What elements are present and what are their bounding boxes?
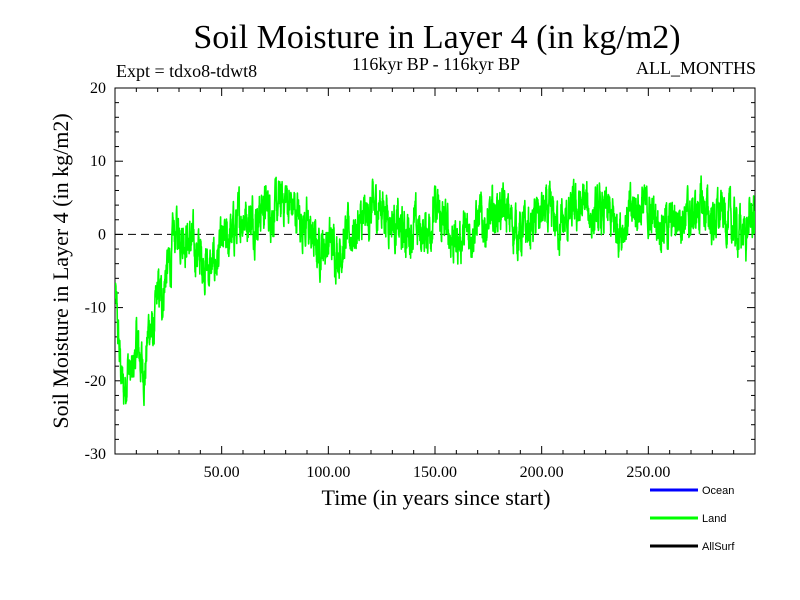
x-tick-label: 250.00	[626, 464, 670, 481]
x-tick-label: 200.00	[520, 464, 564, 481]
series-line-land	[115, 175, 755, 407]
y-tick-label: -20	[85, 373, 106, 390]
chart-subtitle-months: ALL_MONTHS	[636, 58, 756, 78]
y-tick-label: 10	[90, 153, 106, 170]
chart-title: Soil Moisture in Layer 4 (in kg/m2)	[193, 19, 680, 56]
x-axis-label: Time (in years since start)	[322, 485, 551, 510]
legend-item-land: Land	[650, 513, 726, 525]
legend-item-allsurf: AllSurf	[650, 541, 735, 553]
y-tick-label: -30	[85, 446, 106, 463]
chart-subtitle-period: 116kyr BP - 116kyr BP	[352, 54, 520, 74]
x-tick-label: 150.00	[413, 464, 457, 481]
legend-label-land: Land	[702, 513, 726, 525]
y-tick-label: 20	[90, 80, 106, 97]
legend: Ocean Land AllSurf	[650, 485, 735, 553]
y-tick-label: 0	[98, 226, 106, 243]
x-tick-label: 100.00	[306, 464, 350, 481]
chart-subtitle-experiment: Expt = tdxo8-tdwt8	[116, 61, 257, 81]
legend-label-ocean: Ocean	[702, 485, 734, 497]
x-tick-label: 50.00	[204, 464, 240, 481]
y-tick-label: -10	[85, 300, 106, 317]
legend-item-ocean: Ocean	[650, 485, 734, 497]
series-layer	[115, 175, 755, 407]
x-axis: 50.00 100.00 150.00 200.00 250.00	[135, 88, 735, 481]
legend-label-allsurf: AllSurf	[702, 541, 735, 553]
y-axis-label: Soil Moisture in Layer 4 (in kg/m2)	[48, 113, 73, 428]
